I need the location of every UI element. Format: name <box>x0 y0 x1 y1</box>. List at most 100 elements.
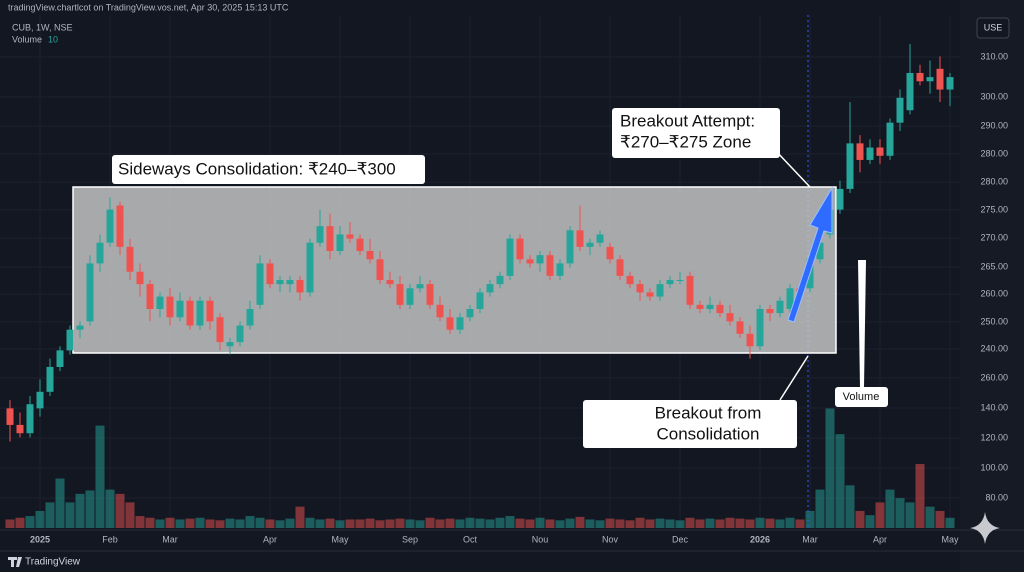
candle-body <box>396 284 404 305</box>
y-axis-label: 140.00 <box>980 402 1008 412</box>
volume-bar <box>855 510 865 528</box>
volume-bar <box>25 516 35 528</box>
volume-bar <box>585 519 595 528</box>
volume-bar <box>505 516 515 528</box>
candle-body <box>96 242 104 264</box>
candle-body <box>556 263 564 276</box>
volume-bar <box>155 519 165 528</box>
volume-bar <box>885 489 895 528</box>
volume-bar <box>305 517 315 528</box>
candle-body <box>776 300 784 314</box>
volume-bar <box>55 478 65 528</box>
x-tick-label: Nou <box>532 534 549 544</box>
candle-body <box>606 246 614 260</box>
symbol: CUB, 1W, NSE <box>12 22 73 32</box>
candle-body <box>786 288 794 309</box>
candle-body <box>346 234 354 239</box>
x-tick-label: Oct <box>463 534 478 544</box>
volume-bar <box>425 517 435 528</box>
volume-bar <box>315 519 325 528</box>
candle-body <box>576 230 584 247</box>
candle-body <box>296 280 304 293</box>
candle-body <box>916 72 924 82</box>
volume-bar <box>745 519 755 528</box>
candle-body <box>816 242 824 260</box>
candle-body <box>246 308 254 326</box>
candle-body <box>726 313 734 322</box>
volume-bar <box>295 506 305 528</box>
volume-bar <box>85 490 95 528</box>
candle-body <box>266 263 274 285</box>
volume-bar <box>285 518 295 528</box>
volume-bar <box>405 519 415 528</box>
header: tradingView.chartlcot on TradingView.vos… <box>8 2 289 12</box>
volume-bar <box>905 502 915 528</box>
volume-bar <box>945 517 955 528</box>
price-axis-panel <box>960 0 1024 572</box>
y-axis-label: 100.00 <box>980 462 1008 472</box>
volume-bar <box>655 518 665 528</box>
x-tick-label: Mar <box>802 534 818 544</box>
attempt-label: ₹270–₹275 Zone <box>620 132 751 151</box>
breakout-label: Breakout from <box>655 403 762 422</box>
candle-body <box>56 350 64 367</box>
volume-bar <box>915 464 925 528</box>
candle-body <box>656 284 664 297</box>
candle-body <box>286 280 294 285</box>
candle-body <box>86 263 94 322</box>
x-tick-label: Dec <box>672 534 689 544</box>
volume-pane <box>5 408 955 528</box>
candle-body <box>456 317 464 330</box>
volume-bar <box>535 517 545 528</box>
candle-body <box>386 280 394 285</box>
volume-bar <box>335 520 345 528</box>
attempt-pointer <box>774 149 811 188</box>
candle-body <box>156 296 164 309</box>
candle-body <box>226 342 234 347</box>
volume-bar <box>35 510 45 528</box>
candle-body <box>666 280 674 285</box>
y-axis-label: 270.00 <box>980 232 1008 242</box>
volume-bar <box>385 519 395 528</box>
candle-body <box>946 77 954 90</box>
currency-button-label[interactable]: USE <box>984 22 1003 32</box>
volume-bar <box>445 518 455 528</box>
y-axis-label: 80.00 <box>985 492 1008 502</box>
volume-bar <box>835 434 845 528</box>
y-axis-label: 275.00 <box>980 204 1008 214</box>
candle-body <box>506 238 514 276</box>
volume-bar <box>165 517 175 528</box>
candle-body <box>596 234 604 243</box>
candle-body <box>426 284 434 305</box>
volume-bar <box>785 517 795 528</box>
candle-body <box>766 308 774 314</box>
volume-bar <box>275 520 285 528</box>
volume-bar <box>705 518 715 528</box>
volume-bar <box>45 502 55 528</box>
candle-body <box>126 246 134 272</box>
volume-bar <box>255 517 265 528</box>
volume-bar <box>105 489 115 528</box>
volume-bar <box>415 520 425 528</box>
candle-body <box>206 300 214 322</box>
candle-body <box>876 147 884 156</box>
candle-body <box>836 188 844 210</box>
candle-body <box>686 275 694 305</box>
candle-body <box>436 304 444 318</box>
volume-bar <box>635 517 645 528</box>
candle-body <box>276 280 284 285</box>
volume-bar <box>5 519 15 528</box>
candle-body <box>256 263 264 305</box>
volume-bar <box>695 519 705 528</box>
volume-bar <box>465 517 475 528</box>
volume-bar <box>245 516 255 528</box>
currency-button[interactable] <box>976 17 1010 39</box>
volume-bar <box>845 485 855 528</box>
volume-bar <box>475 518 485 528</box>
volume-bar <box>925 506 935 528</box>
y-axis-label: 290.00 <box>980 120 1008 130</box>
candle-body <box>676 280 684 281</box>
volume-label: Volume <box>12 34 42 44</box>
volume-bar <box>205 519 215 528</box>
